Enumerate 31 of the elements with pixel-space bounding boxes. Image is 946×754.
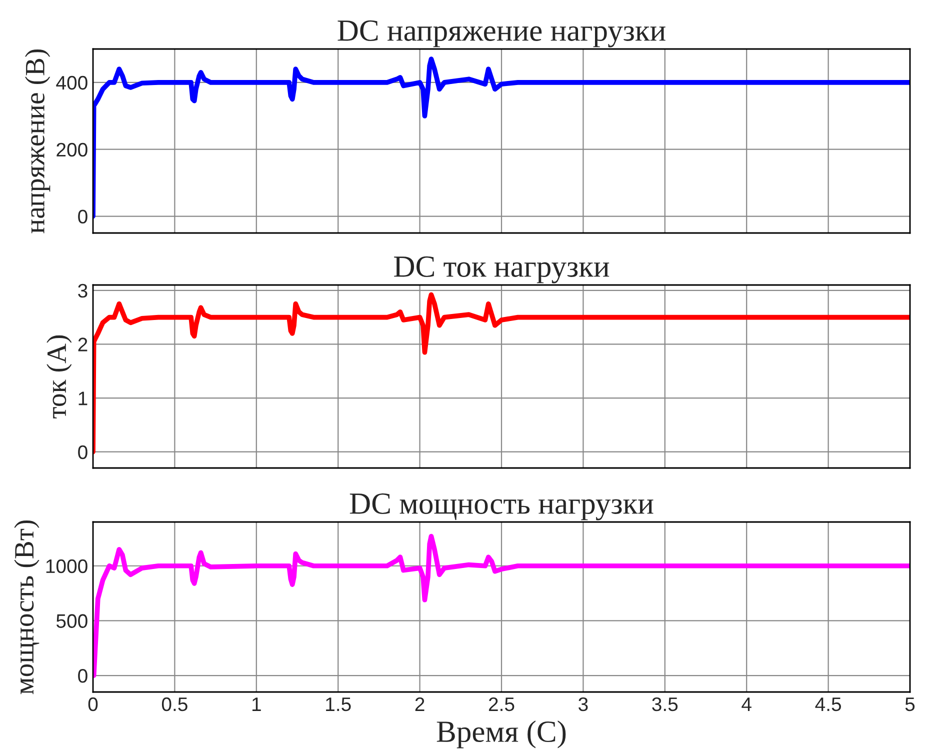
line-series xyxy=(93,534,910,678)
x-tick-label: 3.5 xyxy=(652,697,678,712)
y-axis-title: напряжение (В) xyxy=(24,49,50,234)
y-axis-title: ток (А) xyxy=(46,335,72,418)
chart-title: DC ток нагрузки xyxy=(394,256,610,284)
y-tick-label: 0 xyxy=(78,669,88,683)
y-tick-label: 500 xyxy=(56,614,88,628)
y-tick-label: 3 xyxy=(78,284,88,298)
x-tick-label: 4 xyxy=(742,698,752,711)
chart-title: DC напряжение нагрузки xyxy=(338,20,666,48)
x-tick-label: 2.5 xyxy=(488,697,514,712)
x-tick-label: 5 xyxy=(905,698,915,712)
y-tick-label: 400 xyxy=(56,76,88,90)
y-axis-title: мощность (Вт) xyxy=(14,520,40,694)
x-tick-label: 1.5 xyxy=(326,698,351,712)
line-series xyxy=(93,292,910,454)
y-tick-label: 200 xyxy=(56,142,88,157)
y-tick-label: 1 xyxy=(78,392,88,406)
x-tick-label: 1 xyxy=(252,698,261,711)
y-tick-label: 0 xyxy=(78,210,88,224)
y-tick-label: 2 xyxy=(78,338,88,352)
x-tick-label: 4.5 xyxy=(815,698,841,712)
x-tick-label: 0 xyxy=(88,697,98,712)
y-tick-label: 0 xyxy=(78,445,88,460)
x-axis-title: Время (С) xyxy=(436,720,566,748)
x-tick-label: 3 xyxy=(578,697,588,712)
y-tick-label: 1000 xyxy=(46,559,88,574)
chart-title: DC мощность нагрузки xyxy=(350,493,654,520)
x-tick-label: 2 xyxy=(415,697,424,711)
line-series xyxy=(93,56,910,219)
x-tick-label: 0.5 xyxy=(162,697,188,712)
